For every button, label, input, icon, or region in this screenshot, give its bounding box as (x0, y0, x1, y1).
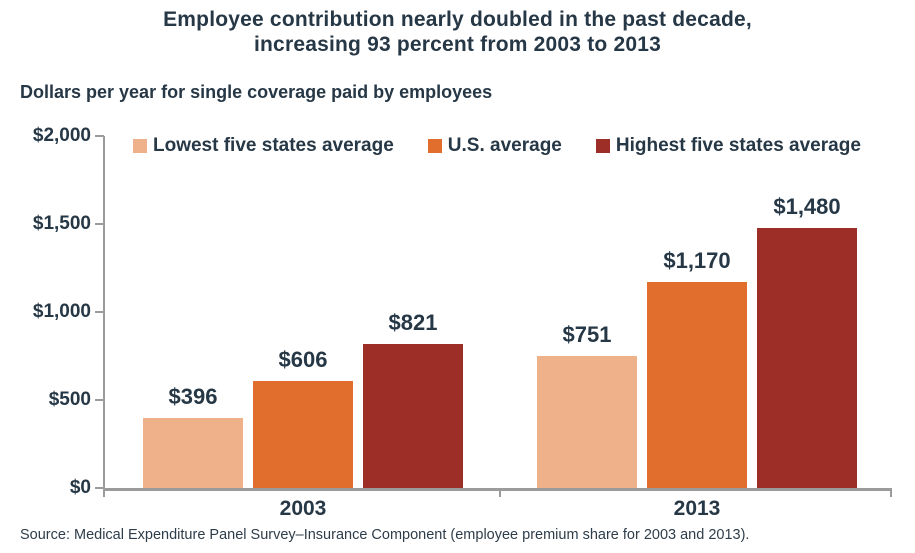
bar-value-label: $1,480 (773, 194, 841, 219)
x-axis-tick (499, 488, 501, 497)
bar-2013-lowest-five-states-average (537, 356, 637, 488)
source-note: Source: Medical Expenditure Panel Survey… (20, 527, 750, 543)
legend: Lowest five states average U.S. average Hi… (133, 135, 861, 157)
y-axis-tick (95, 311, 104, 313)
x-axis-tick (890, 488, 892, 497)
chart-title-line1: Employee contribution nearly doubled in … (163, 8, 752, 31)
legend-swatch-icon (595, 139, 610, 153)
legend-item-highest-five-states-average: Highest five states average (595, 135, 861, 157)
bar-2003-highest-five-states-average (363, 344, 463, 488)
bar-2003-u-s-average (253, 381, 353, 488)
bar-2013-u-s-average (647, 282, 747, 488)
y-axis-label: $1,000 (32, 301, 91, 322)
legend-label: U.S. average (447, 135, 562, 156)
plot-area: Lowest five states average U.S. average Hi… (33, 125, 892, 520)
legend-item-u-s-average: U.S. average (427, 135, 562, 157)
bar-value-label: $396 (168, 384, 218, 409)
y-axis-label: $0 (69, 477, 91, 498)
bar-value-label: $1,170 (663, 248, 731, 273)
bar-value-label: $821 (388, 310, 438, 335)
bar-2013-highest-five-states-average (757, 228, 857, 488)
chart-title-line2: increasing 93 percent from 2003 to 2013 (254, 33, 661, 56)
y-axis-tick (95, 223, 104, 225)
y-axis-label: $2,000 (32, 125, 91, 146)
y-axis-tick (95, 135, 104, 137)
bar-2003-lowest-five-states-average (143, 418, 243, 488)
bar-value-label: $606 (278, 347, 328, 372)
x-axis-label-2003: 2003 (279, 497, 327, 520)
chart-title: Employee contribution nearly doubled in … (0, 7, 915, 57)
chart-subtitle: Dollars per year for single coverage pai… (20, 82, 493, 102)
legend-item-lowest-five-states-average: Lowest five states average (133, 135, 394, 157)
legend-swatch-icon (427, 139, 442, 153)
y-axis-label: $1,500 (32, 213, 91, 234)
x-axis-label-2013: 2013 (673, 497, 721, 520)
legend-swatch-icon (133, 139, 147, 153)
y-axis-tick (95, 399, 104, 401)
y-axis-tick (95, 487, 104, 489)
bar-value-label: $751 (562, 322, 612, 347)
y-axis-label: $500 (48, 389, 91, 410)
legend-label: Lowest five states average (153, 135, 394, 156)
legend-label: Highest five states average (615, 135, 861, 156)
x-axis-tick (103, 488, 105, 497)
